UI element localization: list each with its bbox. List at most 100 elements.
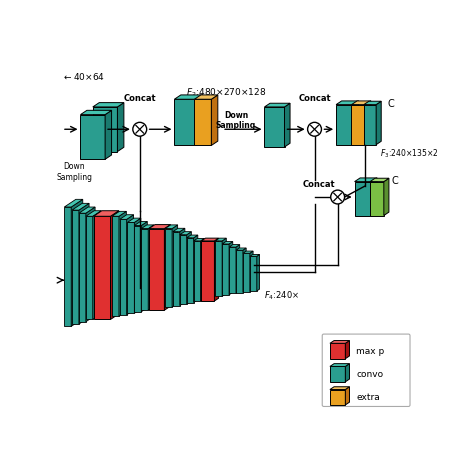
Polygon shape	[72, 203, 89, 210]
Polygon shape	[376, 101, 381, 145]
Polygon shape	[196, 95, 202, 146]
Polygon shape	[164, 225, 170, 310]
Polygon shape	[330, 364, 349, 366]
Polygon shape	[112, 211, 127, 216]
Polygon shape	[141, 228, 148, 310]
Polygon shape	[222, 244, 229, 295]
Circle shape	[308, 122, 321, 136]
Text: max p: max p	[356, 346, 384, 356]
Polygon shape	[346, 364, 349, 382]
Text: $F_4$:240$\times$: $F_4$:240$\times$	[264, 289, 300, 302]
Text: Down
Sampling: Down Sampling	[56, 163, 92, 182]
Polygon shape	[120, 219, 127, 315]
Polygon shape	[201, 238, 219, 241]
Polygon shape	[243, 251, 253, 253]
Polygon shape	[119, 211, 127, 316]
Polygon shape	[93, 102, 124, 107]
Polygon shape	[81, 110, 111, 115]
Polygon shape	[187, 232, 191, 304]
Text: C: C	[388, 99, 394, 109]
Polygon shape	[346, 387, 349, 405]
Polygon shape	[79, 207, 95, 213]
Polygon shape	[243, 253, 250, 292]
Polygon shape	[134, 218, 141, 313]
Polygon shape	[330, 366, 346, 382]
Polygon shape	[353, 101, 358, 145]
Polygon shape	[352, 101, 371, 105]
Polygon shape	[364, 101, 381, 105]
Polygon shape	[194, 238, 204, 241]
Polygon shape	[93, 107, 118, 152]
Polygon shape	[372, 178, 377, 216]
Polygon shape	[336, 101, 358, 105]
Polygon shape	[330, 390, 346, 405]
Polygon shape	[365, 101, 371, 145]
Polygon shape	[355, 178, 377, 182]
Polygon shape	[264, 107, 284, 147]
FancyBboxPatch shape	[322, 334, 410, 407]
Polygon shape	[364, 105, 376, 145]
Polygon shape	[64, 207, 71, 327]
Polygon shape	[352, 105, 365, 145]
Polygon shape	[187, 235, 198, 238]
Polygon shape	[355, 182, 372, 216]
Polygon shape	[110, 211, 119, 319]
Polygon shape	[222, 242, 233, 244]
Polygon shape	[173, 232, 180, 306]
Polygon shape	[211, 95, 218, 146]
Polygon shape	[165, 225, 178, 228]
Polygon shape	[172, 225, 178, 307]
Polygon shape	[229, 242, 233, 295]
Polygon shape	[134, 226, 141, 312]
Polygon shape	[187, 238, 194, 302]
Polygon shape	[370, 182, 384, 216]
Polygon shape	[222, 238, 226, 296]
Polygon shape	[149, 228, 164, 310]
Polygon shape	[134, 221, 147, 226]
Polygon shape	[71, 200, 83, 327]
Polygon shape	[250, 256, 257, 291]
Polygon shape	[250, 255, 260, 256]
Text: Down
Sampling: Down Sampling	[216, 111, 256, 130]
Text: C: C	[392, 176, 398, 186]
Polygon shape	[64, 200, 83, 207]
Text: $F_3$:240$\times$135$\times$2: $F_3$:240$\times$135$\times$2	[380, 148, 438, 160]
Polygon shape	[229, 247, 236, 293]
Text: Concat: Concat	[298, 94, 331, 103]
Polygon shape	[236, 248, 246, 250]
Polygon shape	[174, 95, 202, 99]
Polygon shape	[120, 215, 134, 219]
Text: convo: convo	[356, 370, 383, 379]
Polygon shape	[149, 225, 170, 228]
Polygon shape	[93, 211, 119, 216]
Polygon shape	[127, 215, 134, 315]
Polygon shape	[86, 211, 101, 216]
Polygon shape	[236, 245, 240, 293]
Polygon shape	[201, 241, 214, 301]
Polygon shape	[180, 228, 185, 306]
Polygon shape	[81, 115, 105, 159]
Polygon shape	[243, 248, 246, 292]
Circle shape	[133, 122, 146, 136]
Polygon shape	[194, 235, 198, 302]
Polygon shape	[79, 203, 89, 324]
Polygon shape	[370, 178, 389, 182]
Polygon shape	[284, 103, 290, 147]
Polygon shape	[330, 343, 346, 359]
Polygon shape	[72, 210, 79, 324]
Text: Concat: Concat	[123, 94, 156, 103]
Polygon shape	[128, 218, 141, 222]
Polygon shape	[79, 213, 86, 322]
Polygon shape	[86, 216, 93, 319]
Polygon shape	[194, 241, 201, 301]
Polygon shape	[128, 222, 134, 313]
Polygon shape	[215, 241, 222, 296]
Circle shape	[331, 190, 345, 204]
Text: Concat: Concat	[303, 180, 336, 189]
Text: $F_2$:480$\times$270$\times$128: $F_2$:480$\times$270$\times$128	[186, 86, 266, 99]
Polygon shape	[141, 221, 147, 312]
Polygon shape	[194, 95, 218, 99]
Polygon shape	[180, 235, 187, 304]
Text: extra: extra	[356, 393, 380, 402]
Polygon shape	[194, 99, 211, 146]
